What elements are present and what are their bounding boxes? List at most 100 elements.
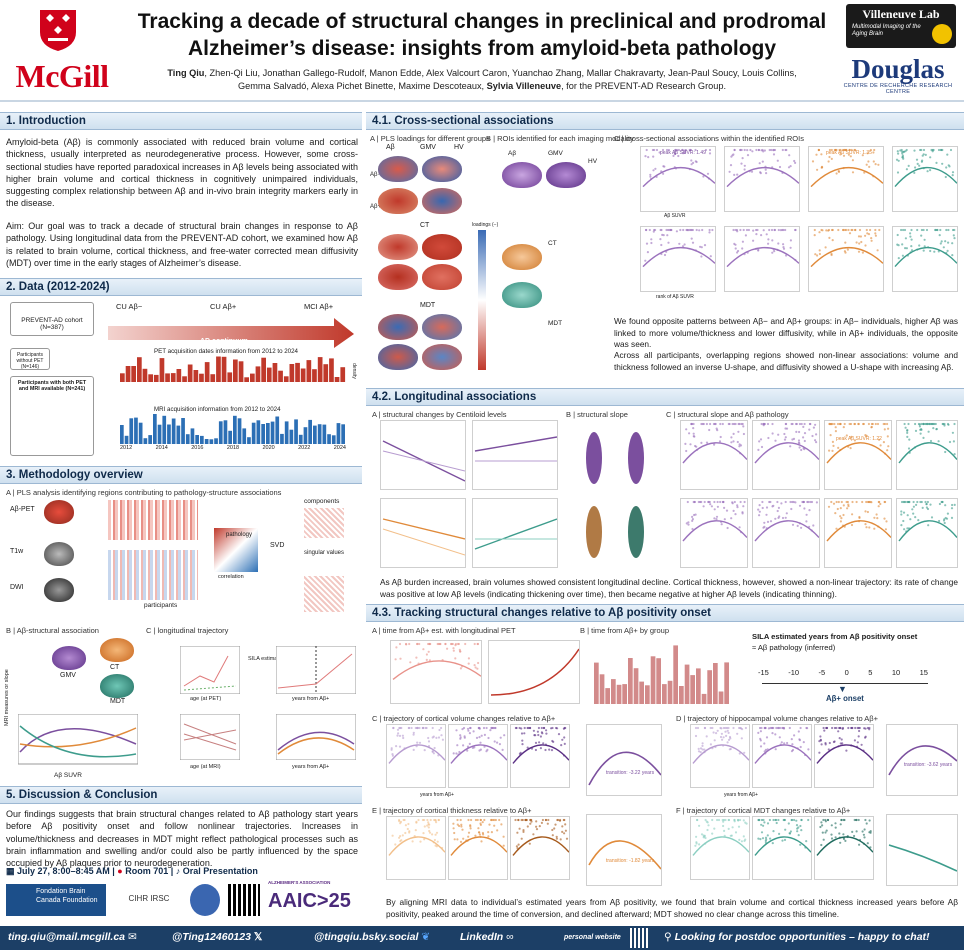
scatter-point	[873, 516, 876, 519]
scatter-point	[830, 253, 833, 257]
scatter-point	[796, 830, 799, 833]
scatter-point	[944, 240, 947, 243]
website-text: personal website	[564, 934, 621, 941]
hv-scatter-low	[690, 724, 750, 788]
scatter-point	[798, 504, 802, 507]
hv-scatter-high	[814, 724, 874, 788]
scatter-point	[540, 821, 543, 824]
scatter-point	[900, 513, 903, 516]
scatter-point	[709, 726, 712, 730]
svd-label: SVD	[270, 542, 285, 549]
scatter-point	[490, 818, 493, 822]
x-axis-rank-label: rank of Aβ SUVR	[656, 294, 694, 300]
scatter-point	[861, 154, 864, 157]
scatter-point	[774, 517, 777, 520]
x-icon: 𝕏	[253, 931, 263, 943]
website-qr-icon[interactable]	[630, 928, 650, 948]
scatter-point	[649, 173, 652, 176]
scatter-point	[760, 445, 764, 449]
loading-brain-icon	[378, 314, 418, 340]
aaic-logo: AAIC>25	[268, 890, 351, 912]
scatter-point	[453, 831, 456, 835]
section-introduction-heading: 1. Introduction	[0, 112, 362, 130]
scatter-point	[760, 823, 763, 826]
scatter-point	[823, 729, 826, 732]
funder-logo-row: Fondation Brain Canada Foundation CIHR I…	[6, 880, 362, 922]
scatter-point	[857, 818, 860, 822]
cv-trajectory	[586, 724, 662, 796]
scatter-point	[499, 736, 502, 739]
qr-code-icon[interactable]	[228, 884, 260, 916]
scatter-point	[743, 751, 746, 754]
t1w-label: T1w	[10, 548, 24, 555]
label-ad-continuum: AD continuum	[200, 338, 248, 345]
histogram-bar	[266, 367, 272, 382]
bluesky-link[interactable]: @tingqiu.bsky.social ❦	[314, 931, 430, 943]
scatter-point	[564, 829, 567, 832]
histogram-bar	[340, 367, 346, 382]
scatter-point	[872, 160, 875, 163]
scatter-point	[861, 830, 864, 833]
scatter-point	[759, 745, 763, 748]
scatter-point	[551, 834, 554, 837]
scatter-point	[529, 822, 532, 825]
scatter-point	[660, 228, 663, 232]
scatter-point	[903, 528, 906, 531]
scatter-point	[730, 155, 733, 158]
linkedin-link[interactable]: LinkedIn ∞	[460, 931, 514, 943]
scatter-point	[835, 172, 838, 175]
hv-transition-label: transition: -3.62 years	[904, 762, 953, 768]
scatter-point	[896, 171, 900, 174]
scatter-point	[686, 500, 689, 504]
cross-finding-2: Across all participants, overlapping reg…	[614, 350, 958, 372]
scatter-point	[771, 732, 774, 735]
website-link[interactable]: personal website	[564, 934, 621, 941]
scatter-point	[827, 160, 830, 163]
bluesky-handle: @tingqiu.bsky.social	[314, 931, 419, 943]
longi-gmv-trajectory	[380, 420, 466, 490]
scatter-point	[538, 741, 541, 744]
scatter-point	[810, 500, 814, 504]
scatter-point	[918, 164, 921, 167]
scatter-point	[800, 448, 803, 452]
scatter-point	[785, 512, 788, 515]
scatter-point	[901, 243, 904, 246]
scatter-point	[797, 826, 800, 829]
scatter-point	[825, 229, 828, 232]
scatter-point	[704, 818, 707, 822]
scatter-point	[910, 249, 914, 252]
scatter-point	[681, 245, 685, 248]
scatter-point	[493, 824, 496, 827]
scatter-point	[722, 824, 725, 828]
loading-brain-icon	[378, 344, 418, 370]
fit-curve	[692, 744, 749, 764]
scatter-point	[808, 428, 811, 431]
scatter-point	[938, 519, 941, 523]
scatter-point	[557, 733, 561, 736]
year-tick: 2012	[120, 445, 133, 451]
singular-values-label: singular values	[304, 550, 345, 556]
histogram-bar	[251, 422, 256, 444]
x-link[interactable]: @Ting12460123 𝕏	[172, 931, 262, 943]
scatter-point	[946, 422, 950, 426]
scatter-point	[690, 163, 693, 166]
scatter-point	[552, 740, 555, 743]
slope-ct-rank-scatter	[824, 498, 892, 568]
histogram-bar	[707, 670, 712, 704]
scatter-point	[682, 228, 685, 232]
scatter-point	[830, 837, 834, 840]
email-link[interactable]: ting.qiu@mail.mcgill.ca ✉	[8, 931, 137, 943]
scatter-point	[765, 736, 769, 739]
scatter-point	[915, 503, 918, 506]
scatter-point	[785, 422, 788, 426]
scatter-point	[757, 818, 761, 822]
cv-scatter-high	[510, 724, 570, 788]
scatter-point	[757, 508, 760, 511]
scatter-point	[452, 827, 455, 830]
scatter-point	[833, 726, 836, 730]
scatter-point	[847, 153, 850, 156]
scatter-point	[909, 232, 912, 235]
scatter-point	[429, 818, 432, 822]
scatter-point	[828, 422, 831, 426]
scatter-point	[918, 423, 921, 426]
